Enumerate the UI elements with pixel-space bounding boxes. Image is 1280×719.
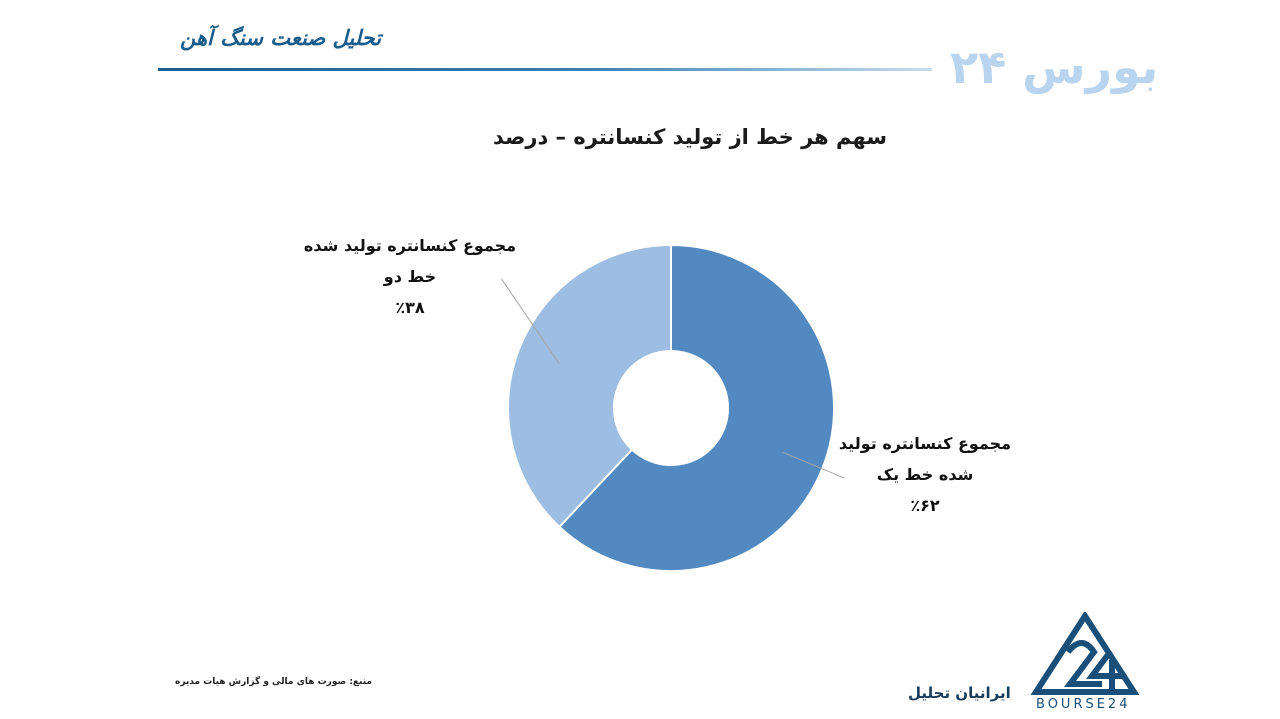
slice-label-text: شده خط یک bbox=[876, 465, 974, 484]
slice-label-line-one: مجموع کنسانتره تولید شده خط یک ٪۶۲ bbox=[835, 428, 1015, 521]
bourse24-logo-icon bbox=[1030, 612, 1140, 695]
slice-value-label: ٪۳۸ bbox=[395, 298, 425, 317]
source-note: منبع: صورت های مالی و گزارش هیات مدیره bbox=[175, 677, 372, 687]
publisher-name: ایرانیان تحلیل bbox=[908, 684, 1011, 702]
slice-label-line-two: مجموع کنسانتره تولید شده خط دو ٪۳۸ bbox=[300, 230, 520, 323]
header-divider bbox=[158, 68, 932, 71]
slice-label-text: مجموع کنسانتره تولید bbox=[838, 434, 1012, 453]
donut-slice-1 bbox=[558, 243, 835, 572]
report-section-title: تحلیل صنعت سنگ آهن bbox=[180, 26, 382, 50]
donut-slice-2 bbox=[507, 243, 672, 529]
leader-line-2 bbox=[500, 278, 560, 365]
slice-value-label: ٪۶۲ bbox=[910, 496, 940, 515]
bourse24-logo-text: بورس ۲۴ bbox=[950, 40, 1159, 94]
slice-label-text: مجموع کنسانتره تولید شده bbox=[303, 236, 517, 255]
leader-line-1 bbox=[782, 451, 845, 479]
bourse24-logo-wordmark: BOURSE24 bbox=[1036, 697, 1131, 712]
chart-title: سهم هر خط از تولید کنسانتره – درصد bbox=[492, 125, 888, 149]
slice-label-text: خط دو bbox=[383, 267, 437, 286]
